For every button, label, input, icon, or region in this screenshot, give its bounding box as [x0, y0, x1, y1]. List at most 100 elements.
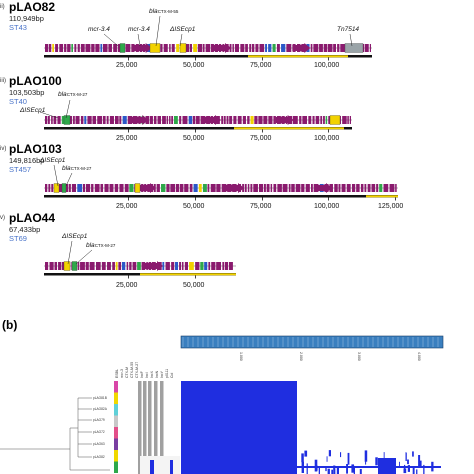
gene-label-bla-2: blaCTX-M-27: [58, 91, 87, 98]
gene-block: [171, 262, 175, 270]
group-color-bar: [114, 450, 118, 462]
gene-block: [240, 44, 245, 52]
heatmap-row: [181, 466, 441, 468]
scale-tick: [262, 129, 263, 133]
tick-label-2-1: 25,000: [116, 135, 138, 142]
gene-block: [223, 116, 226, 124]
column-header: IncF: [140, 371, 144, 378]
annotation-pointer: [179, 33, 183, 47]
column-header: mcr-3: [120, 369, 124, 378]
gene-block: [47, 116, 50, 124]
tick-label-4-2: 50,000: [183, 282, 205, 289]
gene-block: [118, 262, 122, 270]
gene-block: [106, 116, 109, 124]
gene-block: [364, 184, 367, 192]
backbone-line: [44, 195, 398, 198]
plasmid-size-3: 149,816bp: [9, 156, 45, 165]
panel-roman-2: iii): [0, 78, 6, 84]
annotation-pointer: [75, 249, 93, 265]
gene-block: [107, 262, 111, 270]
gene-block: [268, 116, 273, 124]
gene-block: [137, 262, 141, 270]
gene-label-bla-1: blaCTX-M-55: [149, 8, 178, 15]
gene-block: [80, 262, 85, 270]
gene-block: [77, 184, 83, 192]
plasmid-map-1: [44, 15, 372, 61]
feature-block: [119, 43, 126, 53]
gene-block: [182, 116, 188, 124]
plasmid-size-4: 67,433bp: [9, 225, 41, 234]
gene-block: [85, 184, 91, 192]
plasmid-name-2: pLAO100: [9, 74, 62, 88]
gene-arrow: [138, 183, 156, 193]
gene-block: [299, 116, 302, 124]
gene-block: [207, 184, 210, 192]
tick-label-1-1: 25,000: [116, 62, 138, 69]
heatmap-stripe: [359, 469, 362, 474]
gene-block: [165, 262, 170, 270]
plasmid-st-2: ST40: [9, 97, 27, 106]
gene-block: [64, 44, 67, 52]
scale-tick: [195, 275, 196, 279]
scale-tick: [128, 275, 129, 279]
scale-tick: [195, 197, 196, 201]
gene-block: [259, 44, 265, 52]
gene-block: [102, 44, 108, 52]
gene-block: [211, 262, 216, 270]
feature-block: [63, 115, 71, 125]
gene-block: [94, 184, 100, 192]
gene-arrow: [226, 183, 244, 193]
gene-block: [131, 44, 135, 52]
scale-tick: [195, 129, 196, 133]
gene-block: [245, 44, 248, 52]
gene-block: [127, 116, 133, 124]
gene-block: [229, 116, 233, 124]
gene-block: [376, 184, 379, 192]
plasmid-name-4: pLAO44: [9, 211, 56, 225]
gene-block: [383, 184, 389, 192]
group-color-bar: [114, 427, 118, 439]
gene-block: [320, 116, 323, 124]
gene-block: [160, 44, 163, 52]
backbone-line: [44, 55, 372, 58]
scale-tick: [262, 57, 263, 61]
gene-block: [184, 44, 190, 52]
gene-block: [310, 44, 313, 52]
scale-label: 2.000: [299, 352, 303, 361]
gene-block: [232, 44, 234, 52]
gene-block: [189, 184, 193, 192]
gene-block: [247, 184, 250, 192]
scale-tick: [395, 197, 396, 201]
feature-block: [134, 183, 141, 193]
gene-label-bla-3: blaCTX-M-27: [62, 165, 91, 172]
gene-block: [192, 116, 196, 124]
column-header: p0111: [165, 369, 169, 378]
annotation-pointer: [103, 33, 119, 47]
gene-block: [291, 184, 295, 192]
gene-block: [210, 44, 214, 52]
gene-label-isecp1-3: ΔISEcp1: [40, 157, 66, 164]
gene-block: [85, 262, 89, 270]
scale-tick: [328, 57, 329, 61]
gene-label-isecp1-2: ΔISEcp1: [20, 107, 46, 114]
gene-block: [244, 184, 247, 192]
gene-block: [121, 262, 126, 270]
column-header: IncN: [155, 370, 159, 378]
column-header: ESBL: [115, 369, 119, 378]
heatmap-stripe: [306, 463, 308, 474]
panel-roman-4: v): [0, 215, 5, 221]
heatmap-stripe: [328, 450, 331, 457]
gene-block: [59, 44, 64, 52]
gene-block: [228, 262, 233, 270]
gene-block: [174, 116, 178, 124]
plasmid-st-4: ST69: [9, 234, 27, 243]
feature-block: [53, 183, 60, 193]
annotation-pointer: [155, 15, 161, 47]
bla-sub: CTX-M-27: [94, 243, 116, 248]
annotation-pointer: [349, 33, 353, 47]
gene-block: [360, 184, 364, 192]
heatmap-stripe: [407, 465, 410, 472]
gene-block: [132, 262, 137, 270]
presence-column: [138, 381, 142, 474]
gene-block: [205, 44, 211, 52]
